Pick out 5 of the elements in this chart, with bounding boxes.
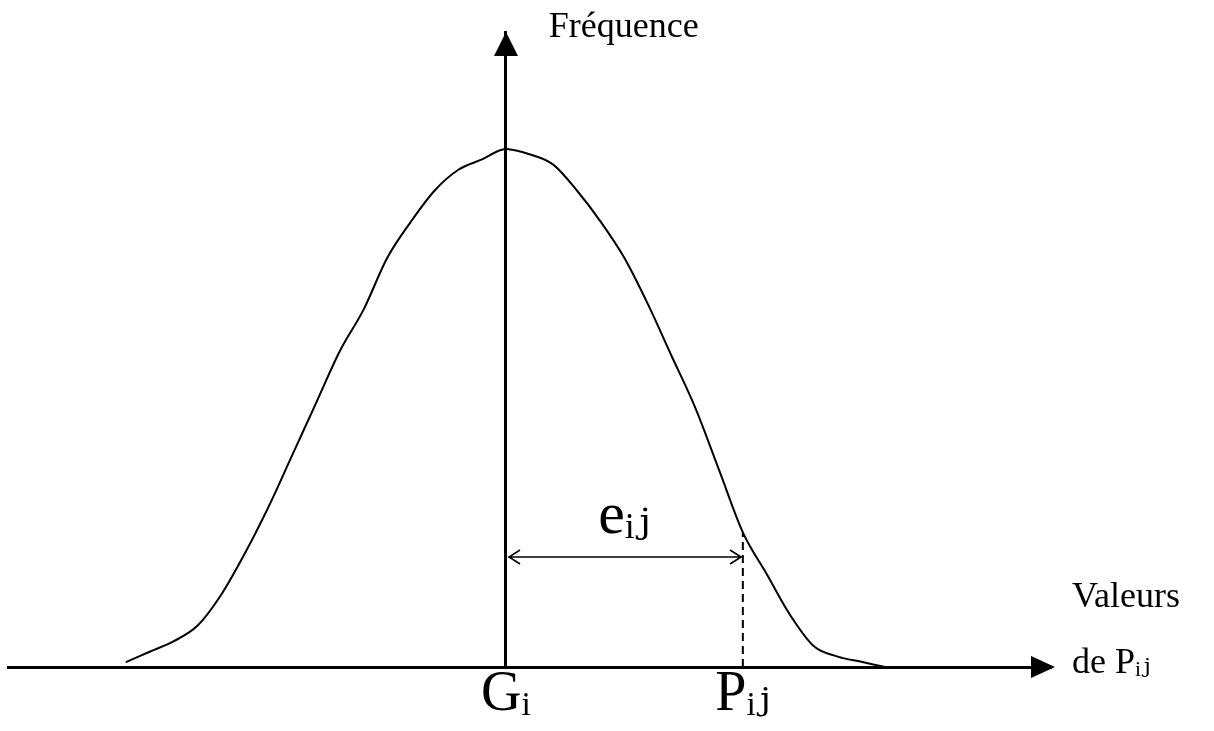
- x-axis-title: Valeurs de Pᵢⱼ: [1072, 574, 1181, 683]
- x-tick-label: Gᵢ: [480, 659, 531, 722]
- x-tick-label: Pᵢⱼ: [715, 659, 771, 722]
- annotation: eᵢⱼ: [598, 479, 651, 546]
- y-axis-title: Fréquence: [548, 5, 699, 45]
